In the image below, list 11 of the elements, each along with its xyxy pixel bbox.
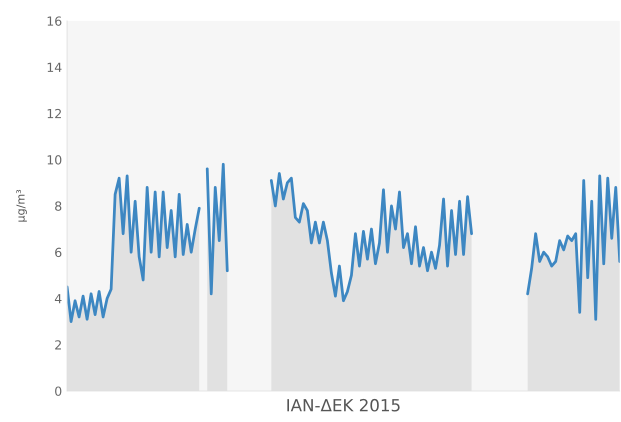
y-tick-label: 14 [48,62,62,72]
x-axis-title: ΙΑΝ-ΔΕΚ 2015 [287,398,400,412]
y-tick-label: 6 [55,248,62,258]
y-tick-label: 12 [48,108,61,118]
y-tick-label: 4 [54,294,62,304]
y-tick-label: 0 [55,386,62,396]
y-tick-label: 8 [55,201,62,211]
y-axis-title: μg/m³ [16,190,27,222]
y-tick-label: 16 [48,16,62,26]
y-tick-label: 2 [55,340,61,350]
y-tick-label: 10 [48,155,62,165]
